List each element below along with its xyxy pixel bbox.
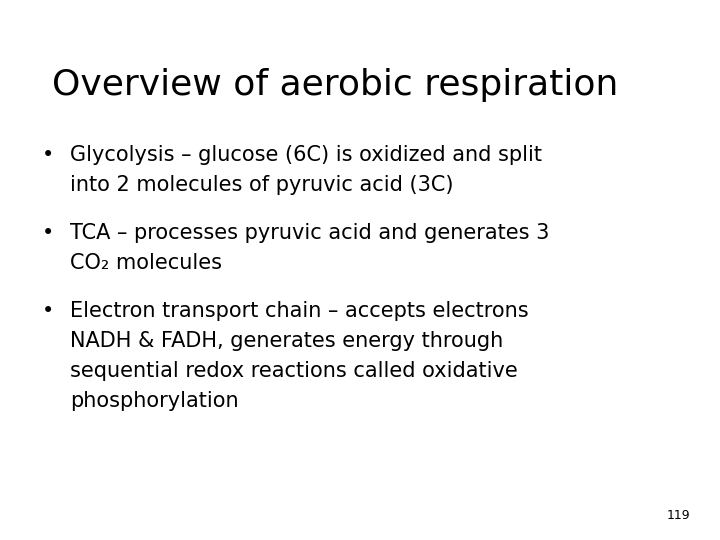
Text: Overview of aerobic respiration: Overview of aerobic respiration [52,68,618,102]
Text: Electron transport chain – accepts electrons: Electron transport chain – accepts elect… [70,301,528,321]
Text: NADH & FADH, generates energy through: NADH & FADH, generates energy through [70,331,503,351]
Text: •: • [42,223,54,243]
Text: Glycolysis – glucose (6C) is oxidized and split: Glycolysis – glucose (6C) is oxidized an… [70,145,542,165]
Text: TCA – processes pyruvic acid and generates 3: TCA – processes pyruvic acid and generat… [70,223,549,243]
Text: sequential redox reactions called oxidative: sequential redox reactions called oxidat… [70,361,518,381]
Text: phosphorylation: phosphorylation [70,391,238,411]
Text: •: • [42,301,54,321]
Text: into 2 molecules of pyruvic acid (3C): into 2 molecules of pyruvic acid (3C) [70,175,454,195]
Text: CO₂ molecules: CO₂ molecules [70,253,222,273]
Text: 119: 119 [667,509,690,522]
Text: •: • [42,145,54,165]
